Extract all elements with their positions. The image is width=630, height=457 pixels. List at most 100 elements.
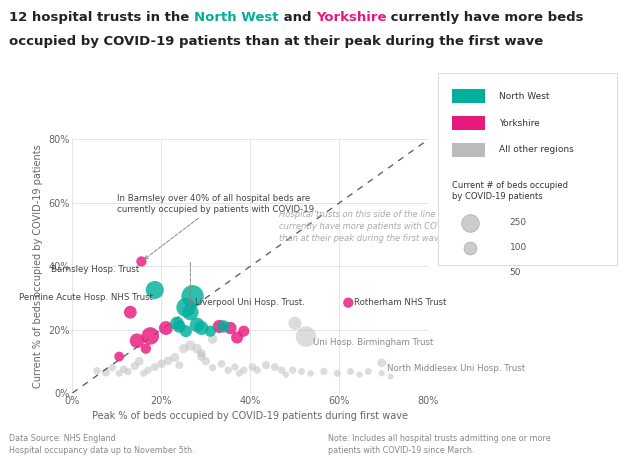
Text: Yorkshire: Yorkshire bbox=[499, 118, 540, 128]
Point bbox=[252, 367, 262, 374]
Point bbox=[181, 304, 191, 311]
Point bbox=[192, 321, 202, 329]
Point bbox=[332, 370, 342, 377]
Point bbox=[125, 308, 135, 316]
Text: 250: 250 bbox=[510, 218, 527, 227]
Point bbox=[134, 358, 144, 365]
Text: currently have more beds: currently have more beds bbox=[386, 11, 584, 24]
Point bbox=[188, 292, 198, 300]
Text: 100: 100 bbox=[510, 243, 527, 252]
Point bbox=[136, 258, 146, 265]
Point bbox=[465, 244, 475, 251]
Text: Note: Includes all hospital trusts admitting one or more
patients with COVID-19 : Note: Includes all hospital trusts admit… bbox=[328, 434, 551, 455]
Text: North West: North West bbox=[499, 92, 549, 101]
Text: Current # of beds occupied
by COVID-19 patients: Current # of beds occupied by COVID-19 p… bbox=[452, 181, 568, 201]
Point bbox=[197, 324, 207, 332]
Text: Rotherham NHS Trust: Rotherham NHS Trust bbox=[353, 298, 446, 307]
Point bbox=[141, 345, 151, 352]
Point bbox=[172, 319, 182, 327]
Point bbox=[197, 350, 207, 357]
Point bbox=[185, 342, 195, 349]
Point bbox=[132, 337, 142, 345]
Point bbox=[232, 334, 242, 341]
Point bbox=[277, 367, 287, 374]
Text: Pennine Acute Hosp. NHS Trust: Pennine Acute Hosp. NHS Trust bbox=[18, 293, 152, 302]
Point bbox=[306, 370, 316, 377]
Point bbox=[101, 369, 111, 376]
Point bbox=[355, 371, 365, 378]
Text: Yorkshire: Yorkshire bbox=[316, 11, 386, 24]
Point bbox=[386, 373, 396, 380]
Text: 12 hospital trusts in the: 12 hospital trusts in the bbox=[9, 11, 194, 24]
Text: Hospital trusts on this side of the line
currently have more patients with COVID: Hospital trusts on this side of the line… bbox=[279, 210, 465, 243]
Point bbox=[234, 370, 244, 377]
Bar bbox=[452, 89, 484, 103]
Point bbox=[139, 370, 149, 377]
Point bbox=[146, 332, 156, 340]
Text: 50: 50 bbox=[510, 268, 521, 277]
Point bbox=[319, 368, 329, 375]
Text: Barnsley Hosp. Trust: Barnsley Hosp. Trust bbox=[51, 265, 139, 274]
Point bbox=[219, 323, 229, 330]
Point bbox=[174, 323, 185, 330]
Point bbox=[169, 354, 180, 361]
Point bbox=[150, 287, 160, 294]
Point bbox=[108, 364, 118, 371]
Point bbox=[297, 368, 307, 375]
Point bbox=[290, 319, 300, 327]
Point bbox=[345, 368, 355, 375]
Point bbox=[114, 370, 124, 377]
Point bbox=[343, 299, 353, 306]
X-axis label: Peak % of beds occupied by COVID-19 patients during first wave: Peak % of beds occupied by COVID-19 pati… bbox=[93, 411, 408, 421]
Point bbox=[248, 363, 258, 371]
Text: Data Source: NHS England
Hospital occupancy data up to November 5th.: Data Source: NHS England Hospital occupa… bbox=[9, 434, 195, 455]
Point bbox=[185, 308, 195, 316]
Text: In Barnsley over 40% of all hospital beds are
currently occupied by patients wit: In Barnsley over 40% of all hospital bed… bbox=[117, 195, 317, 259]
Point bbox=[214, 323, 224, 330]
Text: Uni Hosp. Birmingham Trust: Uni Hosp. Birmingham Trust bbox=[312, 338, 433, 347]
Text: All other regions: All other regions bbox=[499, 145, 574, 154]
Point bbox=[123, 368, 133, 375]
Point bbox=[205, 328, 215, 335]
Point bbox=[201, 358, 211, 365]
Point bbox=[301, 333, 311, 340]
Point bbox=[130, 362, 140, 370]
Point bbox=[239, 367, 249, 374]
Point bbox=[197, 353, 207, 360]
Point bbox=[377, 359, 387, 367]
Point bbox=[207, 364, 217, 371]
Point bbox=[239, 328, 249, 335]
Point bbox=[270, 363, 280, 371]
Point bbox=[114, 353, 124, 360]
Y-axis label: Current % of beds occupied by COVID-19 patients: Current % of beds occupied by COVID-19 p… bbox=[33, 144, 43, 388]
Point bbox=[465, 269, 475, 276]
Point bbox=[92, 367, 102, 374]
Point bbox=[161, 324, 171, 332]
Point bbox=[163, 357, 173, 364]
Point bbox=[377, 370, 387, 377]
Point bbox=[261, 361, 271, 369]
Point bbox=[179, 345, 189, 352]
Text: and: and bbox=[279, 11, 316, 24]
Point bbox=[281, 371, 291, 378]
Text: North Middlesex Uni Hosp. Trust: North Middlesex Uni Hosp. Trust bbox=[387, 365, 525, 373]
Point bbox=[465, 219, 475, 227]
Point bbox=[207, 335, 217, 343]
Bar bbox=[452, 143, 484, 157]
Point bbox=[181, 328, 191, 335]
Point bbox=[156, 360, 166, 367]
Text: Liverpool Uni Hosp. Trust.: Liverpool Uni Hosp. Trust. bbox=[195, 298, 305, 308]
Bar bbox=[452, 116, 484, 130]
Point bbox=[150, 363, 160, 371]
Point bbox=[226, 324, 236, 332]
Point bbox=[364, 368, 374, 375]
Point bbox=[143, 367, 153, 374]
Point bbox=[192, 345, 202, 352]
Point bbox=[230, 363, 240, 371]
Point bbox=[288, 367, 298, 374]
Point bbox=[223, 367, 233, 374]
Point bbox=[174, 361, 185, 369]
Text: North West: North West bbox=[194, 11, 279, 24]
Text: occupied by COVID-19 patients than at their peak during the first wave: occupied by COVID-19 patients than at th… bbox=[9, 35, 544, 48]
Point bbox=[217, 360, 227, 367]
